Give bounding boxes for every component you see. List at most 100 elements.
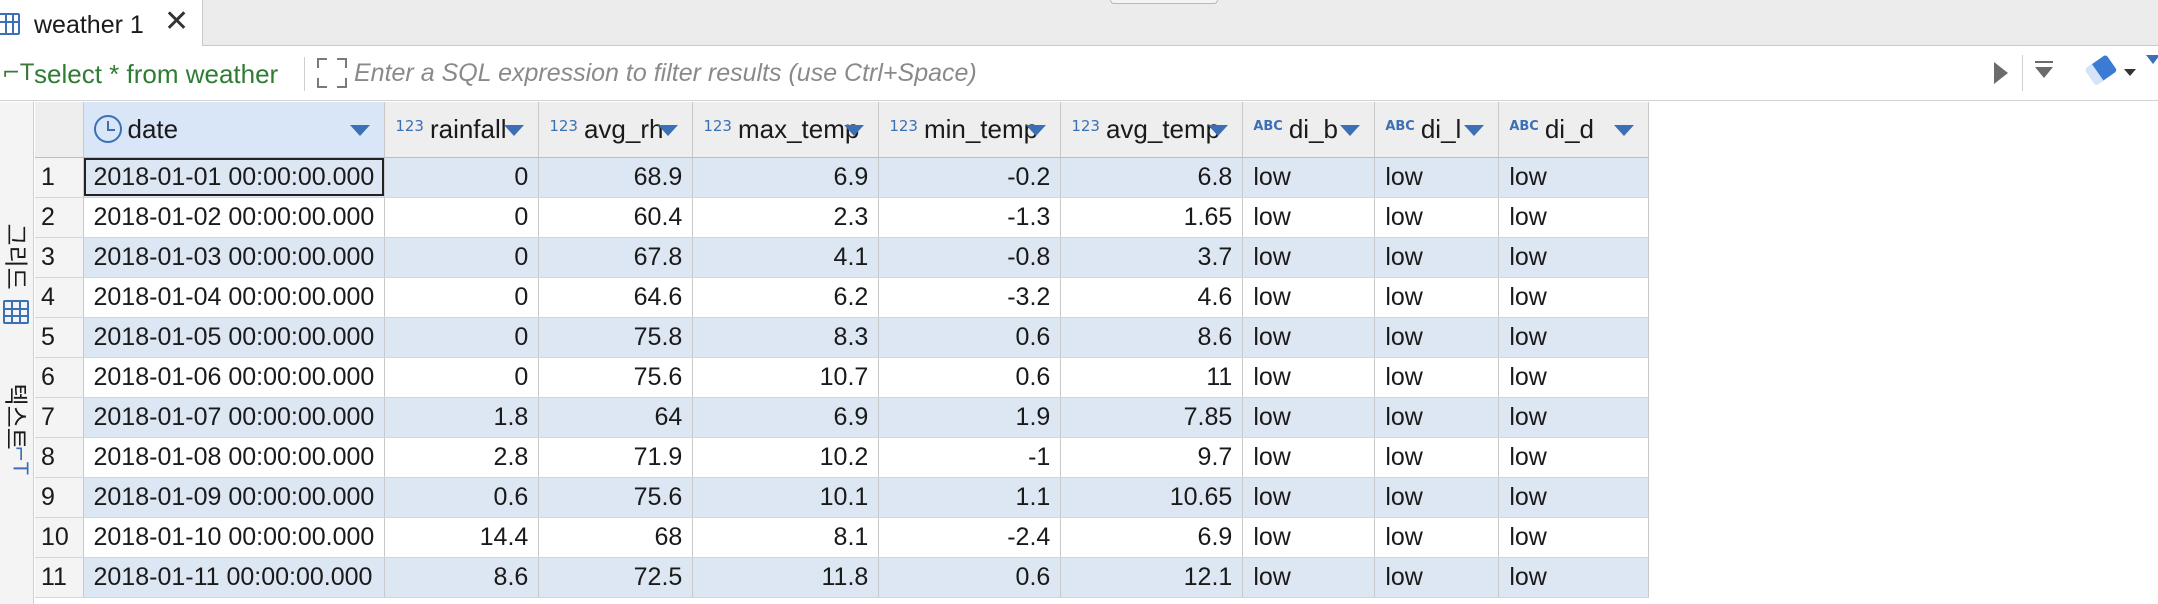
- cell-max-temp[interactable]: 10.7: [692, 357, 880, 398]
- cell-di-d[interactable]: low: [1498, 317, 1650, 358]
- cell-min-temp[interactable]: 1.9: [878, 397, 1062, 438]
- row-number[interactable]: 8: [35, 437, 84, 478]
- cell-max-temp[interactable]: 6.9: [692, 397, 880, 438]
- cell-min-temp[interactable]: -0.2: [878, 157, 1062, 198]
- cell-di-b[interactable]: low: [1242, 477, 1376, 518]
- close-icon[interactable]: ✕: [164, 5, 190, 38]
- chevron-down-icon[interactable]: [658, 125, 679, 137]
- filter-expression-input[interactable]: [354, 53, 1970, 93]
- cell-di-l[interactable]: low: [1374, 557, 1500, 598]
- eraser-icon[interactable]: [2084, 54, 2118, 86]
- cell-di-l[interactable]: low: [1374, 357, 1500, 398]
- cell-di-b[interactable]: low: [1242, 357, 1376, 398]
- row-number[interactable]: 2: [35, 197, 84, 238]
- cell-avg-temp[interactable]: 7.85: [1060, 397, 1244, 438]
- cell-date[interactable]: 2018-01-04 00:00:00.000: [83, 277, 386, 318]
- cell-rainfall[interactable]: 14.4: [384, 517, 540, 558]
- cell-di-l[interactable]: low: [1374, 517, 1500, 558]
- chevron-down-icon[interactable]: [504, 125, 525, 137]
- cell-di-b[interactable]: low: [1242, 237, 1376, 278]
- cell-avg-temp[interactable]: 10.65: [1060, 477, 1244, 518]
- row-number[interactable]: 3: [35, 237, 84, 278]
- cell-min-temp[interactable]: -0.8: [878, 237, 1062, 278]
- cell-avg-rh[interactable]: 68.9: [538, 157, 694, 198]
- cell-max-temp[interactable]: 11.8: [692, 557, 880, 598]
- cell-date[interactable]: 2018-01-06 00:00:00.000: [83, 357, 386, 398]
- chevron-down-icon[interactable]: [1208, 125, 1229, 137]
- cell-rainfall[interactable]: 0: [384, 277, 540, 318]
- cell-di-l[interactable]: low: [1374, 237, 1500, 278]
- cell-avg-rh[interactable]: 75.6: [538, 477, 694, 518]
- cell-di-d[interactable]: low: [1498, 237, 1650, 278]
- expand-icon[interactable]: [316, 57, 348, 89]
- table-row[interactable]: 1 2018-01-01 00:00:00.000 0 68.9 6.9 -0.2 6.8 l…: [35, 157, 1650, 198]
- cell-avg-rh[interactable]: 64.6: [538, 277, 694, 318]
- play-icon[interactable]: [1994, 62, 2008, 84]
- cell-min-temp[interactable]: 0.6: [878, 317, 1062, 358]
- cell-date[interactable]: 2018-01-11 00:00:00.000: [83, 557, 386, 598]
- row-number[interactable]: 11: [35, 557, 84, 598]
- grid-corner[interactable]: [35, 102, 84, 158]
- cell-di-l[interactable]: low: [1374, 477, 1500, 518]
- cell-di-d[interactable]: low: [1498, 397, 1650, 438]
- cell-avg-temp[interactable]: 9.7: [1060, 437, 1244, 478]
- cell-avg-temp[interactable]: 1.65: [1060, 197, 1244, 238]
- column-header-avg-rh[interactable]: 123 avg_rh: [538, 102, 694, 158]
- cell-avg-rh[interactable]: 60.4: [538, 197, 694, 238]
- cell-di-d[interactable]: low: [1498, 557, 1650, 598]
- cell-date[interactable]: 2018-01-09 00:00:00.000: [83, 477, 386, 518]
- cell-di-b[interactable]: low: [1242, 197, 1376, 238]
- chevron-down-icon[interactable]: [1464, 125, 1485, 137]
- cell-max-temp[interactable]: 2.3: [692, 197, 880, 238]
- cell-max-temp[interactable]: 8.3: [692, 317, 880, 358]
- cell-avg-temp[interactable]: 8.6: [1060, 317, 1244, 358]
- cell-max-temp[interactable]: 8.1: [692, 517, 880, 558]
- row-number[interactable]: 1: [35, 157, 84, 198]
- cell-min-temp[interactable]: -1.3: [878, 197, 1062, 238]
- cell-di-l[interactable]: low: [1374, 197, 1500, 238]
- cell-di-l[interactable]: low: [1374, 317, 1500, 358]
- column-header-di-l[interactable]: ABC di_l: [1374, 102, 1500, 158]
- cell-di-d[interactable]: low: [1498, 477, 1650, 518]
- cell-di-b[interactable]: low: [1242, 397, 1376, 438]
- chevron-down-icon[interactable]: [844, 125, 865, 137]
- chevron-down-icon[interactable]: [1026, 125, 1047, 137]
- column-header-di-d[interactable]: ABC di_d: [1498, 102, 1650, 158]
- cell-min-temp[interactable]: 0.6: [878, 357, 1062, 398]
- cell-di-b[interactable]: low: [1242, 157, 1376, 198]
- cell-min-temp[interactable]: -3.2: [878, 277, 1062, 318]
- cell-di-l[interactable]: low: [1374, 437, 1500, 478]
- cell-avg-temp[interactable]: 6.9: [1060, 517, 1244, 558]
- cell-di-d[interactable]: low: [1498, 357, 1650, 398]
- cell-di-l[interactable]: low: [1374, 277, 1500, 318]
- cell-di-b[interactable]: low: [1242, 557, 1376, 598]
- cell-di-b[interactable]: low: [1242, 317, 1376, 358]
- row-number[interactable]: 5: [35, 317, 84, 358]
- cell-di-d[interactable]: low: [1498, 197, 1650, 238]
- cell-avg-rh[interactable]: 67.8: [538, 237, 694, 278]
- cell-avg-temp[interactable]: 4.6: [1060, 277, 1244, 318]
- text-view-tab[interactable]: 텍스트: [1, 383, 29, 450]
- cell-date[interactable]: 2018-01-05 00:00:00.000: [83, 317, 386, 358]
- cell-rainfall[interactable]: 0: [384, 317, 540, 358]
- column-header-max-temp[interactable]: 123 max_temp: [692, 102, 880, 158]
- cell-rainfall[interactable]: 0: [384, 197, 540, 238]
- cell-avg-temp[interactable]: 11: [1060, 357, 1244, 398]
- cell-min-temp[interactable]: 1.1: [878, 477, 1062, 518]
- cell-rainfall[interactable]: 2.8: [384, 437, 540, 478]
- table-row[interactable]: 6 2018-01-06 00:00:00.000 0 75.6 10.7 0.6 11 lo…: [35, 357, 1650, 398]
- cell-di-l[interactable]: low: [1374, 157, 1500, 198]
- row-number[interactable]: 4: [35, 277, 84, 318]
- table-row[interactable]: 3 2018-01-03 00:00:00.000 0 67.8 4.1 -0.8 3.7 l…: [35, 237, 1650, 278]
- table-row[interactable]: 4 2018-01-04 00:00:00.000 0 64.6 6.2 -3.2 4.6 l…: [35, 277, 1650, 318]
- cell-rainfall[interactable]: 0.6: [384, 477, 540, 518]
- filter-history-dropdown[interactable]: [2022, 55, 2062, 91]
- chevron-down-icon[interactable]: [350, 125, 371, 137]
- cell-date[interactable]: 2018-01-02 00:00:00.000: [83, 197, 386, 238]
- cell-avg-rh[interactable]: 71.9: [538, 437, 694, 478]
- cell-rainfall[interactable]: 0: [384, 237, 540, 278]
- cell-di-b[interactable]: low: [1242, 277, 1376, 318]
- clear-dropdown-chevron-icon[interactable]: [2124, 69, 2136, 76]
- cell-di-d[interactable]: low: [1498, 437, 1650, 478]
- cell-avg-temp[interactable]: 6.8: [1060, 157, 1244, 198]
